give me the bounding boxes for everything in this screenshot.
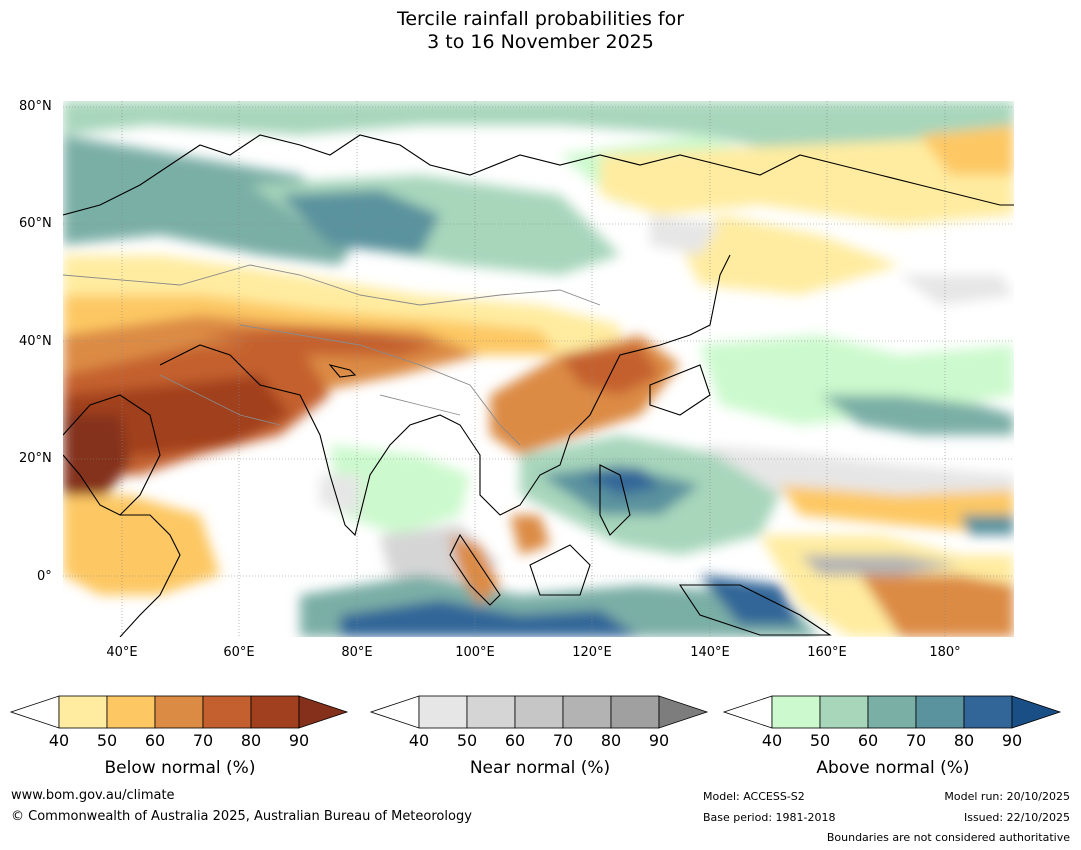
colorbar-swatch-below-60-70 xyxy=(154,695,204,729)
model-name: Model: ACCESS-S2 xyxy=(703,790,805,803)
colorbar-swatch-below-40-50 xyxy=(58,695,108,729)
colorbar-ticks-near: 40 50 60 70 80 90 xyxy=(370,731,710,751)
colorbar-swatch-near-70-80 xyxy=(562,695,612,729)
colorbar-swatch-above-70-80 xyxy=(915,695,965,729)
colorbar-below-normal xyxy=(10,695,349,729)
colorbar-swatch-above-80-90 xyxy=(963,695,1013,729)
graticule xyxy=(63,101,1014,637)
tick-label: 50 xyxy=(456,731,478,750)
tick-label: 80 xyxy=(600,731,622,750)
colorbar-swatch-near-60-70 xyxy=(514,695,564,729)
colorbar-swatch-above-40-50 xyxy=(771,695,821,729)
colorbar-swatch-above-under xyxy=(723,695,773,729)
tick-label: 90 xyxy=(288,731,310,750)
tick-label: 60 xyxy=(857,731,879,750)
tick-label: 40 xyxy=(761,731,783,750)
lat-label-60n: 60°N xyxy=(19,216,52,231)
map-title: Tercile rainfall probabilities for 3 to … xyxy=(0,8,1081,54)
title-line-1: Tercile rainfall probabilities for xyxy=(396,8,685,30)
colorbar-swatch-below-over xyxy=(298,695,349,729)
boundaries xyxy=(63,264,601,446)
tick-label: 80 xyxy=(953,731,975,750)
tick-label: 70 xyxy=(905,731,927,750)
colorbar-swatch-near-under xyxy=(370,695,420,729)
tick-label: 40 xyxy=(48,731,70,750)
legend-title-above: Above normal (%) xyxy=(816,758,970,778)
legend-title-below: Below normal (%) xyxy=(104,758,256,778)
tick-label: 40 xyxy=(408,731,430,750)
lat-label-0: 0° xyxy=(37,569,52,584)
issued-date: Issued: 22/10/2025 xyxy=(963,811,1070,824)
website-link[interactable]: www.bom.gov.au/climate xyxy=(11,788,175,803)
colorbar-ticks-below: 40 50 60 70 80 90 xyxy=(10,731,350,751)
lon-label-160e: 160°E xyxy=(807,645,847,660)
probability-field xyxy=(63,101,1014,637)
colorbar-swatch-below-70-80 xyxy=(202,695,252,729)
colorbar-near-normal xyxy=(370,695,709,729)
colorbar-swatch-below-50-60 xyxy=(106,695,156,729)
colorbar-swatch-near-40-50 xyxy=(418,695,468,729)
tick-label: 50 xyxy=(96,731,118,750)
colorbar-swatch-near-50-60 xyxy=(466,695,516,729)
base-period: Base period: 1981-2018 xyxy=(703,811,836,824)
legend-below-normal: 40 50 60 70 80 90 Below normal (%) xyxy=(10,690,350,780)
tick-label: 90 xyxy=(648,731,670,750)
lon-label-80e: 80°E xyxy=(341,645,373,660)
tick-label: 80 xyxy=(240,731,262,750)
legend-near-normal: 40 50 60 70 80 90 Near normal (%) xyxy=(370,690,710,780)
tick-label: 90 xyxy=(1001,731,1023,750)
colorbar-swatch-near-80-90 xyxy=(610,695,660,729)
lat-label-40n: 40°N xyxy=(19,334,52,349)
coastlines xyxy=(63,134,1014,637)
tick-label: 70 xyxy=(192,731,214,750)
lon-label-140e: 140°E xyxy=(690,645,730,660)
colorbar-swatch-below-80-90 xyxy=(250,695,300,729)
lat-label-20n: 20°N xyxy=(19,451,52,466)
probability-map xyxy=(63,101,1014,637)
legend-title-near: Near normal (%) xyxy=(469,758,611,778)
colorbar-swatch-near-over xyxy=(658,695,709,729)
map-panel: 80°N 60°N 40°N 20°N 0° 40°E 60°E 80°E 10… xyxy=(0,95,1081,675)
colorbar-above-normal xyxy=(723,695,1062,729)
colorbar-ticks-above: 40 50 60 70 80 90 xyxy=(723,731,1063,751)
legend-above-normal: 40 50 60 70 80 90 Above normal (%) xyxy=(723,690,1063,780)
lon-label-100e: 100°E xyxy=(455,645,495,660)
tick-label: 60 xyxy=(144,731,166,750)
lon-label-60e: 60°E xyxy=(223,645,255,660)
title-line-2: 3 to 16 November 2025 xyxy=(427,31,654,53)
lon-label-40e: 40°E xyxy=(106,645,138,660)
colorbar-swatch-above-60-70 xyxy=(867,695,917,729)
colorbar-swatch-above-50-60 xyxy=(819,695,869,729)
tick-label: 60 xyxy=(504,731,526,750)
model-run-date: Model run: 20/10/2025 xyxy=(944,790,1070,803)
boundaries-disclaimer: Boundaries are not considered authoritat… xyxy=(826,831,1070,844)
lon-label-180: 180° xyxy=(929,645,961,660)
lon-label-120e: 120°E xyxy=(572,645,612,660)
copyright-text: © Commonwealth of Australia 2025, Austra… xyxy=(11,809,472,824)
tick-label: 70 xyxy=(552,731,574,750)
tick-label: 50 xyxy=(809,731,831,750)
colorbar-swatch-above-over xyxy=(1011,695,1062,729)
colorbar-swatch-below-under xyxy=(10,695,60,729)
lat-label-80n: 80°N xyxy=(19,99,52,114)
